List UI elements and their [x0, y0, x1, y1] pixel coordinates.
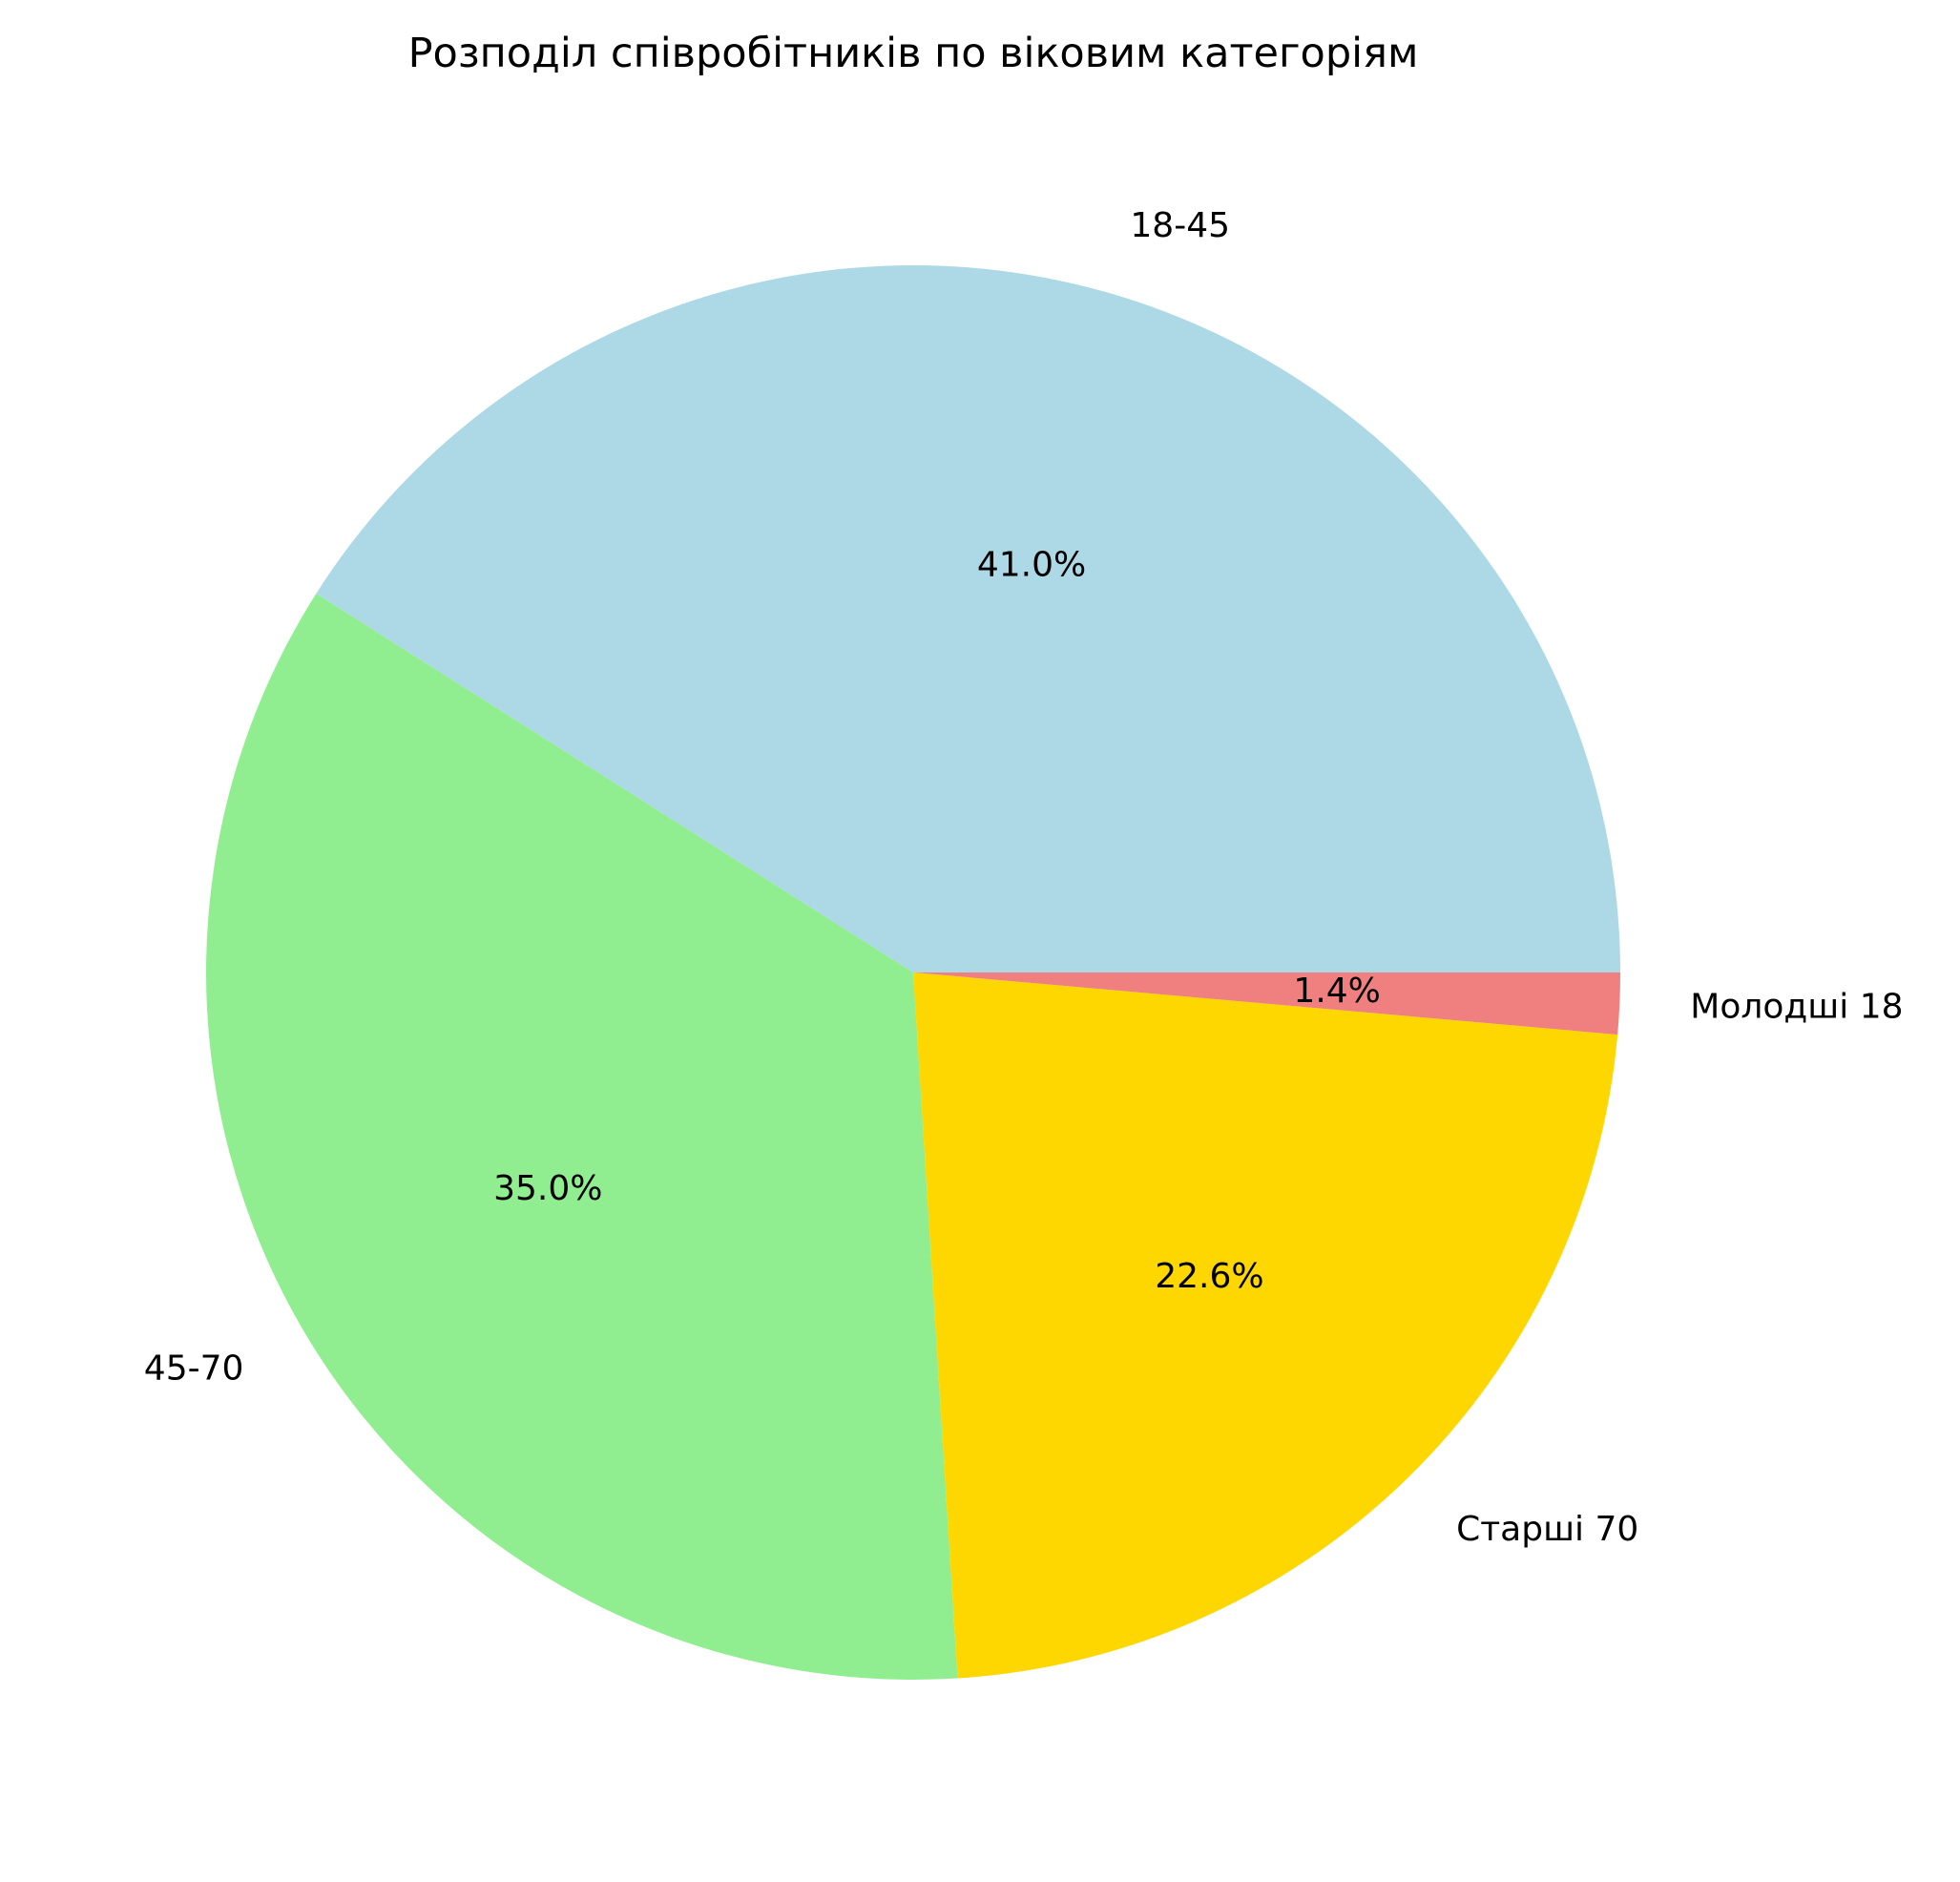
- pie-slice: [316, 264, 1620, 972]
- chart-title: Розподіл співробітників по віковим катег…: [408, 30, 1419, 77]
- pie-slice: [913, 972, 1620, 1035]
- pie-labels: 18-45 41.0% 45-70 35.0% Старші 70 22.6% Молодш…: [144, 206, 1904, 1549]
- percent-label: 1.4%: [1293, 972, 1380, 1011]
- pie-slice: [205, 593, 958, 1680]
- percent-label: 41.0%: [977, 546, 1086, 585]
- slice-label: Молодші 18: [1690, 987, 1903, 1026]
- percent-label: 35.0%: [493, 1169, 602, 1208]
- slice-label: 18-45: [1130, 206, 1230, 245]
- pie-slices: [205, 264, 1620, 1680]
- percent-label: 22.6%: [1155, 1257, 1263, 1296]
- slice-label: Старші 70: [1456, 1510, 1638, 1549]
- pie-slice: [913, 972, 1618, 1679]
- slice-label: 45-70: [144, 1349, 244, 1388]
